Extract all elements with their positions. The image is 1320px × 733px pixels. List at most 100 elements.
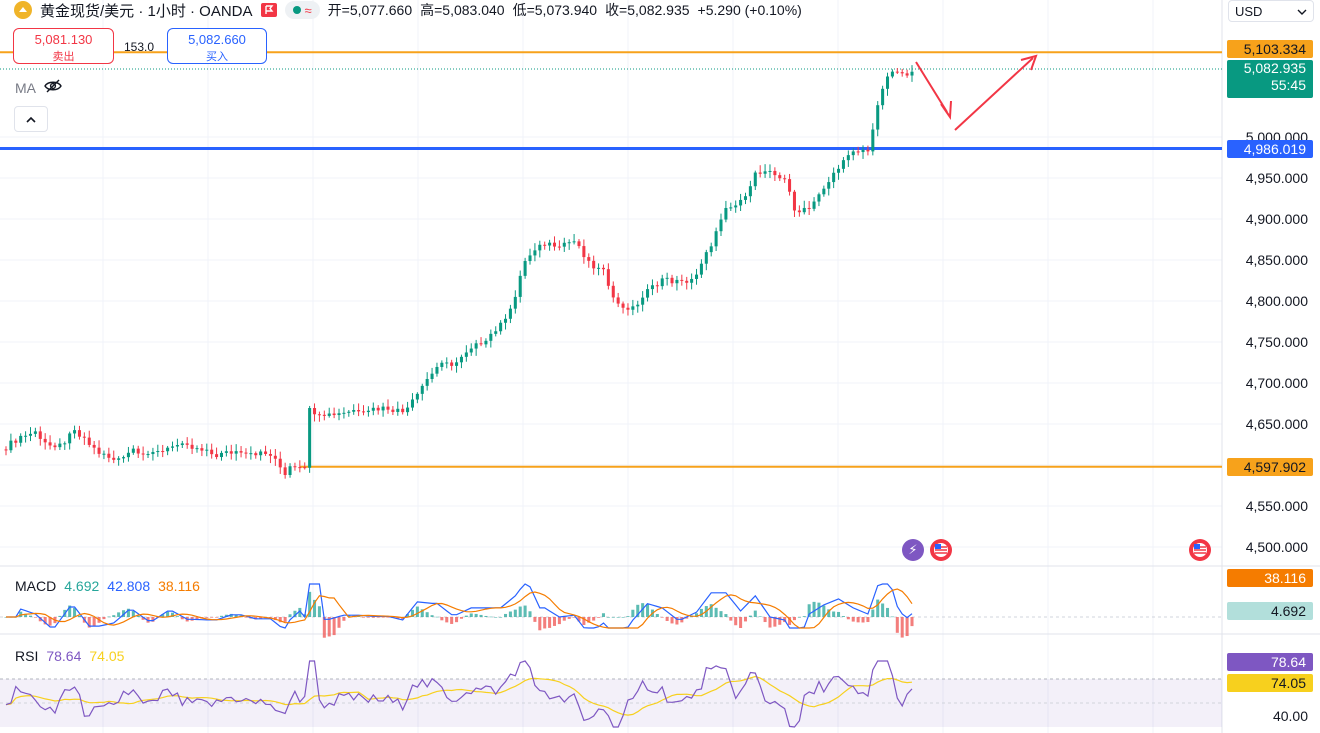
us-flag-event-icon[interactable]: [1189, 539, 1211, 561]
candle: [293, 462, 297, 471]
candle: [494, 326, 498, 337]
macd-histogram-bar: [533, 617, 537, 622]
price-tick: 4,500.000: [1245, 539, 1308, 555]
gold-coin-icon: [14, 1, 32, 19]
candle-body: [900, 72, 904, 74]
candle-body: [440, 362, 444, 367]
candle-body: [704, 252, 708, 264]
candle: [856, 146, 860, 156]
macd-histogram-bar: [695, 613, 699, 617]
macd-histogram-bar: [841, 616, 845, 617]
candle-body: [229, 451, 233, 454]
candle-body: [768, 170, 772, 172]
macd-histogram-bar: [455, 617, 459, 623]
candle: [14, 438, 18, 448]
candle: [420, 383, 424, 401]
macd-legend[interactable]: MACD 4.692 42.808 38.116: [15, 578, 200, 594]
symbol-title[interactable]: 黄金现货/美元 · 1小时 · OANDA: [40, 2, 253, 20]
candle-body: [518, 275, 522, 297]
candle: [660, 274, 664, 290]
macd-histogram-bar: [317, 606, 321, 617]
macd-histogram-bar: [24, 613, 28, 617]
candle: [597, 263, 601, 276]
rsi-legend[interactable]: RSI 78.64 74.05: [15, 648, 124, 664]
rsi-value: 78.64: [46, 648, 82, 664]
candle-body: [655, 285, 659, 287]
candle-body: [53, 445, 57, 448]
macd-histogram-bar: [357, 616, 361, 617]
candle: [685, 276, 689, 290]
candle: [743, 192, 748, 205]
macd-histogram-bar: [440, 617, 444, 621]
candle: [567, 239, 571, 250]
candle: [773, 167, 777, 182]
candle: [342, 407, 346, 419]
candle: [410, 393, 414, 411]
candle: [43, 433, 47, 450]
macd-histogram-bar: [670, 617, 674, 624]
macd-histogram-bar: [685, 617, 689, 619]
candle: [327, 407, 331, 418]
macd-histogram-bar: [895, 617, 899, 633]
macd-histogram-bar: [797, 617, 801, 618]
macd-histogram-bar: [195, 617, 199, 620]
candle-body: [846, 155, 850, 161]
candle-body: [112, 457, 116, 460]
ohlc-high: 高=5,083.040: [420, 2, 505, 18]
candle: [675, 275, 679, 291]
macd-histogram-bar: [719, 611, 723, 617]
candle: [146, 450, 150, 459]
candle-body: [601, 267, 605, 270]
macd-histogram-bar: [313, 599, 317, 617]
candle-body: [278, 458, 282, 468]
macd-histogram-bar: [827, 609, 831, 617]
candle-body: [415, 393, 419, 400]
flag-icon[interactable]: [260, 3, 277, 17]
rsi-label: RSI: [15, 648, 39, 664]
candle: [53, 442, 57, 451]
currency-select[interactable]: USD: [1228, 0, 1314, 22]
candle: [474, 339, 478, 356]
lightning-event-icon[interactable]: ⚡: [902, 539, 924, 561]
sell-label: 卖出: [52, 51, 75, 63]
candle: [234, 444, 238, 461]
macd-histogram-bar: [406, 614, 410, 617]
candle-body: [616, 297, 620, 304]
candle: [415, 392, 419, 404]
candle: [92, 440, 96, 455]
candle: [557, 240, 561, 251]
macd-histogram-bar: [866, 617, 870, 623]
macd-histogram-bar: [43, 617, 47, 625]
collapse-button[interactable]: [14, 106, 48, 132]
candle-body: [435, 366, 439, 374]
candle-body: [366, 410, 370, 413]
candle-body: [543, 244, 547, 246]
macd-histogram-bar: [112, 615, 116, 617]
candle: [48, 435, 52, 450]
candle: [200, 443, 204, 457]
candle: [210, 443, 214, 459]
candle-body: [107, 453, 111, 458]
candle-body: [538, 244, 542, 251]
market-status-pill[interactable]: ≈: [284, 1, 320, 19]
candle-body: [910, 71, 914, 76]
candle: [646, 284, 650, 302]
macd-histogram-bar: [450, 617, 454, 624]
candle-body: [268, 453, 272, 456]
candle-body: [719, 219, 723, 232]
candle-body: [156, 451, 160, 453]
candle-body: [293, 466, 297, 468]
macd-histogram-bar: [616, 617, 620, 618]
macd-signal-tag: 38.116: [1227, 569, 1313, 587]
ma-indicator-row[interactable]: MA: [15, 79, 62, 96]
symbol-header: 黄金现货/美元 · 1小时 · OANDA ≈ 开=5,077.660 高=5,…: [14, 0, 802, 20]
sell-button[interactable]: 5,081.130 卖出: [13, 28, 114, 64]
us-flag-event-icon[interactable]: [930, 539, 952, 561]
price-tick: 4,700.000: [1245, 375, 1308, 391]
candle-body: [479, 343, 483, 345]
eye-off-icon[interactable]: [44, 79, 62, 96]
candle: [459, 354, 463, 369]
buy-button[interactable]: 5,082.660 买入: [167, 28, 267, 64]
candle: [156, 444, 160, 457]
